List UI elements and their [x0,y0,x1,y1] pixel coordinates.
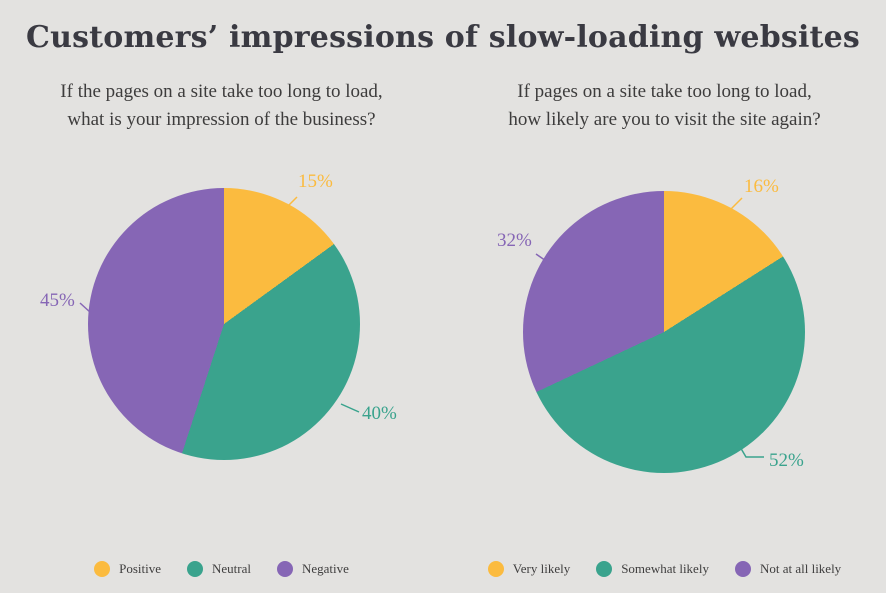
legend-item-positive: Positive [94,561,161,577]
legend-label-somewhat-likely: Somewhat likely [621,561,709,576]
pie-chart-revisit [523,191,805,473]
legend-dot-positive [94,561,111,577]
value-label-negative: 45% [40,290,75,311]
leader-line-positive [282,196,298,212]
legend-dot-very-likely [487,561,504,577]
value-label-very-likely: 16% [744,176,779,197]
leader-line-not-at-all-likely [535,253,550,264]
value-label-positive: 15% [298,171,333,192]
value-label-somewhat-likely: 52% [769,450,804,471]
value-label-neutral: 40% [362,403,397,424]
subtitle-line: If pages on a site take too long to load… [517,81,812,102]
legend-label-very-likely: Very likely [512,561,571,576]
leader-line-somewhat-likely [735,439,764,458]
legend-label-negative: Negative [301,561,349,576]
legend-revisit: Very likely Somewhat likely Not at all l… [443,561,886,577]
subtitle-line: what is your impression of the business? [67,108,376,130]
chart-panel-impression: If the pages on a site take too long to … [0,70,443,593]
legend-item-somewhat-likely: Somewhat likely [596,561,709,577]
chart-subtitle-impression: If the pages on a site take too long to … [0,70,443,133]
charts-row: If the pages on a site take too long to … [0,70,886,593]
legend-item-negative: Negative [276,561,349,577]
pie-chart-impression [88,188,360,460]
legend-dot-somewhat-likely [596,561,613,577]
legend-label-neutral: Neutral [212,561,251,576]
leader-line-very-likely [727,197,743,213]
chart-subtitle-revisit: If pages on a site take too long to load… [443,70,886,133]
chart-panel-revisit: If pages on a site take too long to load… [443,70,886,593]
legend-dot-not-at-all-likely [734,561,751,577]
subtitle-line: how likely are you to visit the site aga… [508,108,821,130]
page-title: Customers’ impressions of slow-loading w… [26,20,860,55]
subtitle-line: If the pages on a site take too long to … [60,81,383,102]
legend-impression: Positive Neutral Negative [0,561,443,577]
legend-label-not-at-all-likely: Not at all likely [759,561,842,576]
leader-line-negative [79,302,92,314]
legend-dot-neutral [187,561,203,577]
value-label-not-at-all-likely: 32% [497,230,532,251]
legend-item-neutral: Neutral [187,561,251,577]
legend-item-very-likely: Very likely [487,561,571,577]
leader-line-neutral [340,403,360,413]
legend-dot-negative [276,561,293,577]
legend-label-positive: Positive [119,561,161,576]
legend-item-not-at-all-likely: Not at all likely [734,561,842,577]
